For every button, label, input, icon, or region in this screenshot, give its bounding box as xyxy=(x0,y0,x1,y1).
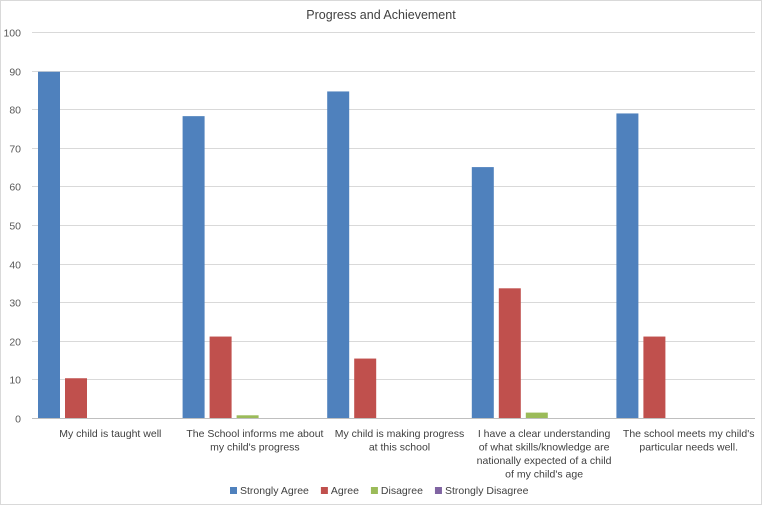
bar xyxy=(643,336,666,418)
y-axis-tick-labels: 0 10 20 30 40 50 60 70 80 90 100 xyxy=(3,28,21,426)
x-category-label: My child is making progress xyxy=(335,428,465,440)
x-category-label: my child's progress xyxy=(210,442,300,454)
legend-label: Agree xyxy=(331,485,359,497)
bar xyxy=(65,378,87,418)
bar-series xyxy=(38,71,666,419)
legend-label: Strongly Agree xyxy=(240,485,309,497)
chart-title: Progress and Achievement xyxy=(306,8,456,22)
x-category-label: of my child's age xyxy=(505,469,583,481)
x-category-label: The School informs me about xyxy=(186,428,323,440)
bar xyxy=(38,71,60,419)
bar xyxy=(616,113,639,419)
bar xyxy=(498,288,521,418)
y-tick-label: 80 xyxy=(9,105,21,117)
legend-label: Strongly Disagree xyxy=(445,485,529,497)
y-tick-label: 30 xyxy=(9,298,21,310)
y-tick-label: 50 xyxy=(9,221,21,233)
legend-swatch xyxy=(370,487,378,494)
legend-label: Disagree xyxy=(381,485,423,497)
y-tick-label: 70 xyxy=(9,144,21,156)
legend-swatch xyxy=(230,487,237,494)
x-category-label: My child is taught well xyxy=(59,428,161,440)
x-category-label: of what skills/knowledge are xyxy=(479,442,610,454)
bar xyxy=(525,412,548,418)
bar xyxy=(471,167,494,418)
x-category-label: The school meets my child's xyxy=(623,428,755,440)
legend-swatch xyxy=(434,487,442,494)
bar xyxy=(327,91,350,418)
y-tick-label: 20 xyxy=(9,337,21,349)
y-tick-label: 10 xyxy=(9,375,21,387)
bar xyxy=(354,358,377,418)
legend-swatch xyxy=(320,487,328,494)
bar xyxy=(182,116,205,418)
x-category-label: I have a clear understanding xyxy=(478,428,611,440)
x-category-label: at this school xyxy=(369,442,430,454)
x-axis-category-labels: My child is taught well The School inform… xyxy=(59,428,754,481)
legend: Strongly Agree Agree Disagree Strongly Disa… xyxy=(230,485,529,497)
y-tick-label: 0 xyxy=(15,414,21,426)
bar xyxy=(236,415,259,418)
bar xyxy=(209,336,232,418)
y-tick-label: 90 xyxy=(9,67,21,79)
y-tick-label: 100 xyxy=(3,28,21,40)
x-category-label: nationally expected of a child xyxy=(477,455,612,467)
x-category-label: particular needs well. xyxy=(639,442,738,454)
y-tick-label: 40 xyxy=(9,260,21,272)
y-tick-label: 60 xyxy=(9,182,21,194)
